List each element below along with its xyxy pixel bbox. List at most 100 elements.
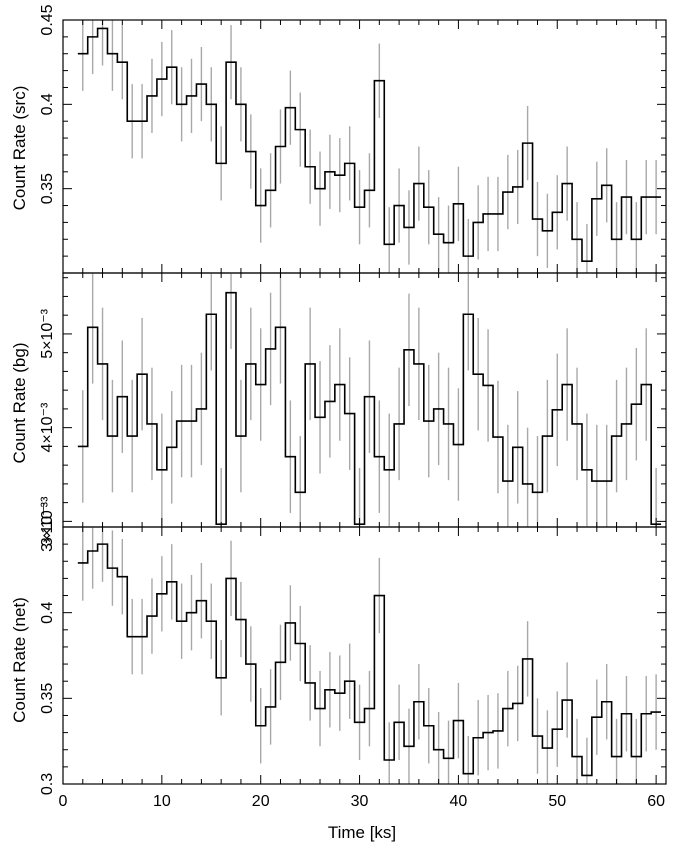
xtick-label: 60	[647, 793, 665, 810]
src-bin	[240, 103, 242, 105]
bg-bin	[200, 408, 202, 410]
src-bin	[269, 189, 272, 191]
src-bin	[92, 36, 94, 38]
bg-bin	[349, 412, 351, 415]
ylabel-net: Count Rate (net)	[10, 597, 29, 723]
net-bin	[220, 677, 222, 679]
bg-bin	[151, 423, 153, 425]
bg-bin	[586, 469, 588, 471]
src-bin	[329, 171, 331, 173]
net-bin	[368, 708, 371, 710]
bg-bin	[576, 423, 578, 425]
src-bin	[645, 196, 647, 198]
net-ytick-label: 0.3	[39, 773, 56, 795]
ylabel-bg: Count Rate (bg)	[10, 343, 29, 464]
bg-bin	[635, 403, 637, 405]
net-bin	[655, 711, 657, 713]
bg-bin	[477, 373, 479, 375]
bg-ytick-label: 3×10⁻³	[39, 496, 56, 546]
net-bin	[299, 642, 301, 645]
src-bin	[368, 189, 371, 191]
net-bin	[546, 747, 548, 749]
src-ytick-label: 0.45	[39, 4, 56, 35]
bg-bin	[329, 400, 331, 403]
bg-bin	[596, 480, 598, 482]
src-ytick-label: 0.35	[39, 173, 56, 204]
bg-bin	[447, 423, 450, 425]
net-bin	[447, 757, 450, 759]
net-bin	[279, 661, 282, 663]
net-bin	[230, 577, 232, 580]
src-bin	[606, 184, 608, 186]
src-bin	[556, 211, 558, 213]
src-bin	[378, 80, 380, 82]
src-bin	[596, 198, 598, 200]
src-ytick-label: 0.4	[39, 93, 56, 115]
bg-bin	[388, 469, 390, 471]
src-bin	[388, 243, 390, 245]
xtick-label: 30	[351, 793, 369, 810]
bg-bin	[378, 456, 380, 458]
bg-bin	[408, 349, 410, 351]
bg-bin	[279, 326, 282, 328]
src-bin	[181, 103, 183, 105]
xtick-label: 10	[153, 793, 171, 810]
xlabel: Time [ks]	[328, 823, 396, 842]
src-bin	[200, 83, 202, 85]
bg-bin	[131, 435, 133, 437]
src-bin	[635, 238, 637, 240]
net-bin	[556, 728, 558, 730]
xtick-label: 50	[548, 793, 566, 810]
bg-bin	[438, 408, 440, 410]
src-bin	[309, 166, 311, 168]
src-bin	[625, 196, 628, 198]
net-bin	[329, 689, 331, 691]
src-bin	[418, 183, 420, 185]
net-bin	[487, 732, 489, 734]
src-panel: 0.35 0.4 0.45	[39, 4, 667, 274]
net-bin	[181, 620, 183, 622]
src-bin	[161, 78, 163, 80]
net-bin	[151, 615, 153, 617]
bg-bin	[250, 363, 252, 365]
net-bin	[161, 593, 163, 595]
net-bin	[467, 773, 469, 775]
bg-ytick-label: 4×10⁻³	[39, 402, 56, 452]
net-bin	[606, 701, 608, 703]
net-bin	[111, 567, 114, 569]
src-bin	[260, 204, 262, 207]
src-step-line	[77, 27, 662, 262]
net-bin	[398, 721, 400, 723]
bg-bin	[615, 435, 618, 437]
src-bin	[190, 95, 193, 97]
src-bin	[82, 53, 84, 55]
bg-bin	[645, 383, 647, 386]
bg-bin	[171, 446, 173, 448]
net-bin	[121, 576, 123, 578]
src-bin	[289, 107, 291, 109]
net-bin	[645, 713, 647, 715]
src-bin	[121, 61, 123, 63]
src-bin	[438, 233, 440, 235]
src-bin	[527, 142, 529, 144]
src-bin	[576, 238, 578, 240]
bg-bin	[517, 446, 519, 448]
bg-bin	[111, 435, 114, 437]
net-bin	[615, 755, 618, 758]
src-bin	[250, 150, 252, 153]
src-bin	[477, 221, 479, 223]
net-bin	[625, 713, 628, 715]
net-bin	[319, 708, 321, 710]
net-bin	[596, 716, 598, 718]
net-bin	[289, 622, 291, 624]
src-bin	[615, 238, 618, 240]
src-bin	[655, 196, 657, 198]
src-bin	[210, 103, 212, 105]
bg-bin	[161, 469, 163, 471]
bg-bin	[230, 292, 232, 294]
src-bin	[141, 120, 143, 122]
src-bin	[428, 206, 430, 208]
src-bin	[279, 145, 282, 148]
bg-bin	[536, 491, 539, 493]
net-bin	[82, 562, 84, 564]
